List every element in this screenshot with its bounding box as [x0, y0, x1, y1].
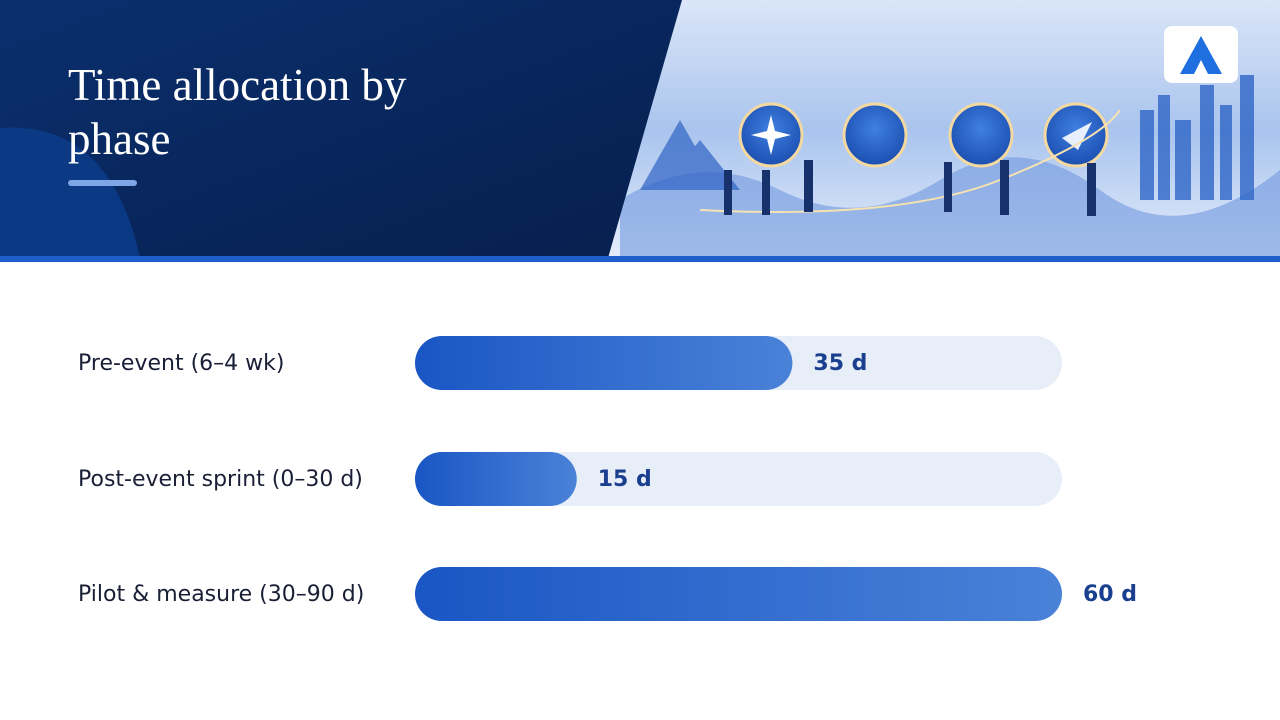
value-label: 60 d [1083, 582, 1137, 607]
icons [738, 102, 1109, 168]
logo-mark [1180, 36, 1222, 74]
title-panel [0, 0, 682, 258]
people [724, 160, 1096, 216]
header-stripe [0, 256, 1280, 262]
value-label: 35 d [813, 351, 867, 376]
title-underline [68, 180, 137, 186]
category-label: Pilot & measure (30–90 d) [78, 582, 364, 607]
bar [415, 452, 577, 506]
path-line [699, 109, 1121, 213]
panel-shape [0, 127, 140, 258]
header [0, 0, 1280, 262]
bar-track [415, 452, 1062, 506]
chart: Pre-event (6–4 wk) 35 d Post-event sprint … [78, 336, 1137, 621]
category-label: Post-event sprint (0–30 d) [78, 467, 363, 492]
category-label: Pre-event (6–4 wk) [78, 351, 284, 376]
slide-title: Time allocation by phase [68, 60, 407, 164]
skyline [1140, 75, 1254, 200]
bar [415, 336, 793, 390]
bar [415, 567, 1062, 621]
value-label: 15 d [598, 467, 652, 492]
mountains [640, 120, 740, 190]
